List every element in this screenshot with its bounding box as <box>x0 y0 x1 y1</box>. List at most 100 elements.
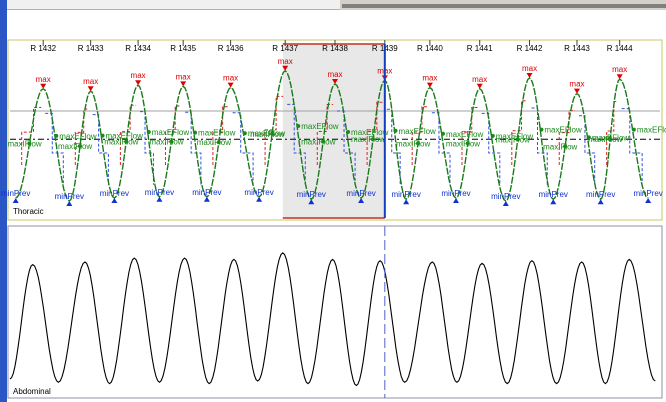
abdominal-waveform <box>9 252 656 387</box>
maxEFlow-dot-0 <box>54 133 59 138</box>
maxEFlow-dot-12 <box>631 127 636 132</box>
breath-label-5: R 1437 <box>272 44 298 53</box>
inspiratory-step-7 <box>366 101 383 165</box>
expiratory-step-10 <box>531 107 548 185</box>
maxIFlow-label-5: maxIFlow <box>250 130 284 139</box>
maxIFlow-dot-0 <box>27 141 32 146</box>
maxIFlow-dot-9 <box>465 141 470 146</box>
maxIFlow-dot-5 <box>270 131 275 136</box>
peak-label-3: max <box>176 72 191 81</box>
maxEFlow-label-6: maxEFlow <box>351 128 389 137</box>
inspiratory-step-5 <box>264 95 284 165</box>
peak-label-1: max <box>83 77 98 86</box>
trough-marker-8 <box>403 199 410 205</box>
inspiratory-step-8 <box>411 106 428 165</box>
maxEFlow-label-4: maxEFlow <box>248 129 286 138</box>
maxIFlow-label-9: maxIFlow <box>446 139 480 148</box>
expiratory-step-6 <box>337 110 356 185</box>
peak-label-10: max <box>522 64 537 73</box>
peak-label-2: max <box>131 71 146 80</box>
trough-marker-4 <box>203 196 210 202</box>
maxEFlow-dot-2 <box>146 130 151 134</box>
maxIFlow-label-1: maxIFlow <box>58 142 92 151</box>
breath-label-8: R 1440 <box>417 44 443 53</box>
peak-marker-10 <box>526 73 533 78</box>
maxEFlow-dot-10 <box>539 127 544 132</box>
maxIFlow-label-7: maxIFlow <box>351 135 385 144</box>
breath-label-3: R 1435 <box>170 44 196 53</box>
breath-label-0: R 1432 <box>30 44 56 53</box>
maxIFlow-label-8: maxIFlow <box>396 139 430 148</box>
peak-label-0: max <box>36 75 51 84</box>
scrollbar-thumb[interactable] <box>342 4 666 8</box>
maxIFlow-label-2: maxIFlow <box>104 138 138 147</box>
peak-marker-8 <box>426 82 433 88</box>
trough-marker-5 <box>256 196 263 202</box>
inspiratory-step-12 <box>606 101 618 165</box>
trough-label-5: minPrev <box>244 188 273 197</box>
expiratory-step-7 <box>386 108 401 185</box>
peak-label-5: max <box>278 57 293 66</box>
peak-label-6: max <box>327 70 342 79</box>
peak-marker-6 <box>332 79 338 84</box>
maxEFlow-dot-3 <box>193 130 198 135</box>
abdominal-channel-label: Abdominal <box>13 387 51 396</box>
maxIFlow-label-4: maxIFlow <box>197 138 231 147</box>
trough-marker-11 <box>550 199 557 205</box>
breath-label-6: R 1438 <box>322 44 348 53</box>
trough-marker-13 <box>645 198 652 203</box>
maxIFlow-label-0: maxIFlow <box>7 139 41 148</box>
expiratory-step-8 <box>431 112 451 185</box>
trough-marker-2 <box>111 198 118 203</box>
peak-label-12: max <box>612 65 627 74</box>
trough-marker-9 <box>452 198 459 203</box>
maxEFlow-label-3: maxEFlow <box>198 129 236 138</box>
maxIFlow-dot-7 <box>370 137 375 142</box>
trough-label-3: minPrev <box>145 188 174 197</box>
trough-marker-0 <box>12 198 19 203</box>
trough-label-7: minPrev <box>346 189 375 198</box>
scrollbar-track[interactable] <box>0 0 340 10</box>
breath-label-10: R 1442 <box>517 44 543 53</box>
peak-marker-3 <box>180 81 187 87</box>
expiratory-step-12 <box>621 108 643 185</box>
peak-marker-2 <box>135 80 142 86</box>
trough-label-0: minPrev <box>1 189 30 198</box>
peak-marker-11 <box>573 88 580 94</box>
peak-marker-1 <box>87 86 94 92</box>
peak-label-8: max <box>422 74 437 83</box>
trough-label-6: minPrev <box>297 190 326 199</box>
selected-breath-region[interactable] <box>282 44 385 218</box>
inspiratory-step-10 <box>511 100 528 165</box>
peak-marker-9 <box>476 83 483 89</box>
maxEFlow-dot-4 <box>242 131 247 136</box>
maxEFlow-dot-7 <box>393 128 398 133</box>
maxEFlow-label-1: maxEFlow <box>106 132 144 141</box>
maxEFlow-label-10: maxEFlow <box>544 126 582 135</box>
trough-label-2: minPrev <box>100 189 129 198</box>
trough-label-13: minPrev <box>633 189 662 198</box>
breath-label-11: R 1443 <box>564 44 590 53</box>
maxIFlow-label-3: maxIFlow <box>149 138 183 147</box>
maxEFlow-dot-11 <box>586 135 591 140</box>
breath-label-4: R 1436 <box>218 44 244 53</box>
maxIFlow-label-12: maxIFlow <box>588 135 622 144</box>
inspiratory-step-4 <box>212 106 229 165</box>
maxIFlow-label-11: maxIFlow <box>543 142 577 151</box>
maxEFlow-dot-5 <box>296 124 301 128</box>
maxIFlow-dot-8 <box>416 141 421 146</box>
window-frame-left <box>0 0 7 402</box>
trough-label-11: minPrev <box>539 190 568 199</box>
peak-marker-4 <box>227 82 234 88</box>
maxEFlow-label-0: maxEFlow <box>59 132 97 141</box>
maxEFlow-label-8: maxEFlow <box>446 130 484 139</box>
expiratory-step-0 <box>45 112 64 185</box>
maxIFlow-dot-11 <box>563 144 568 149</box>
breath-label-1: R 1433 <box>78 44 104 53</box>
maxIFlow-dot-2 <box>124 139 129 144</box>
maxEFlow-label-9: maxEFlow <box>496 132 534 141</box>
peak-marker-0 <box>40 83 47 89</box>
maxEFlow-label-7: maxEFlow <box>398 127 436 136</box>
